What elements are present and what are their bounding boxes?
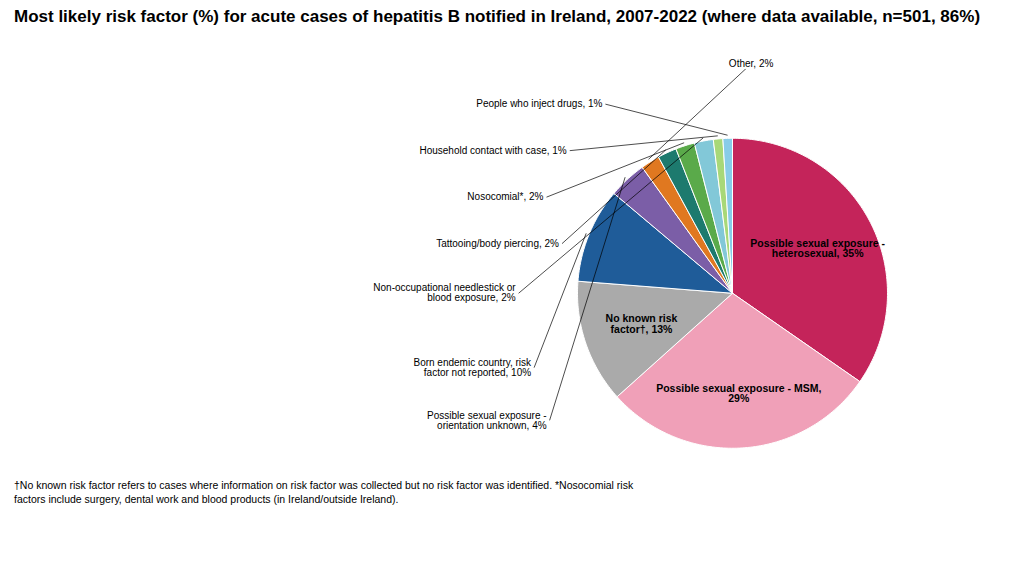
- svg-text:Possible sexual exposure - MSM: Possible sexual exposure - MSM,29%: [656, 382, 821, 405]
- svg-text:Tattooing/body piercing, 2%: Tattooing/body piercing, 2%: [436, 238, 559, 249]
- svg-text:Non-occupational needlestick o: Non-occupational needlestick orblood exp…: [373, 283, 516, 304]
- svg-text:Born endemic country, riskfact: Born endemic country, riskfactor not rep…: [413, 357, 532, 378]
- svg-text:Possible sexual exposure -orie: Possible sexual exposure -orientation un…: [427, 410, 547, 431]
- svg-text:Possible sexual exposure -hete: Possible sexual exposure -heterosexual, …: [750, 237, 885, 260]
- html-text:†No known risk factor refers t: †No known risk factor refers to cases wh…: [14, 479, 634, 505]
- svg-text:Nosocomial*, 2%: Nosocomial*, 2%: [467, 192, 543, 203]
- svg-text:No known riskfactor†, 13%: No known riskfactor†, 13%: [606, 312, 678, 335]
- svg-text:Other, 2%: Other, 2%: [729, 58, 774, 69]
- svg-text:Household contact with case, 1: Household contact with case, 1%: [419, 145, 566, 156]
- html-text:Most likely risk factor (%) fo: Most likely risk factor (%) for acute ca…: [14, 7, 980, 26]
- svg-text:People who inject drugs, 1%: People who inject drugs, 1%: [476, 99, 602, 110]
